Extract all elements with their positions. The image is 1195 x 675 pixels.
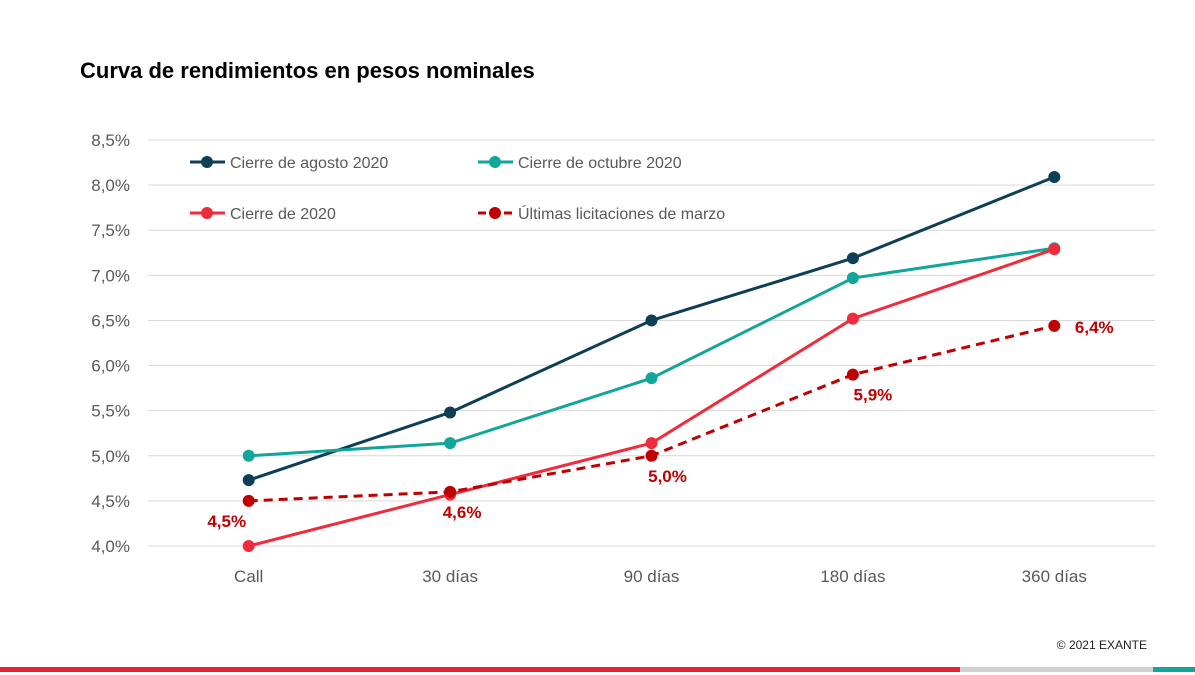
y-tick-label: 6,0% [91, 357, 130, 376]
data-point [242, 540, 255, 552]
y-tick-label: 5,5% [91, 402, 130, 421]
y-tick-label: 8,5% [91, 131, 130, 150]
y-tick-label: 8,0% [91, 176, 130, 195]
legend: Cierre de agosto 2020 Cierre de octubre 2… [190, 155, 725, 223]
legend-swatch-marker [201, 156, 213, 168]
data-point [645, 314, 658, 327]
y-tick-label: 7,5% [91, 221, 130, 240]
legend-label: Cierre de agosto 2020 [230, 155, 388, 172]
data-label: 4,6% [443, 503, 482, 522]
data-point [242, 449, 255, 462]
data-point [846, 312, 859, 325]
copyright-text: © 2021 EXANTE [1056, 638, 1147, 652]
series-line [248, 246, 1055, 458]
data-point [242, 474, 255, 487]
data-point [645, 437, 658, 450]
y-tick-label: 6,5% [91, 311, 130, 330]
data-point [444, 485, 457, 498]
y-axis-ticks: 4,0% 4,5% 5,0% 5,5% 6,0% 6,5% 7,0% 7,5% 8,0% 8,5% [91, 131, 130, 556]
data-point [846, 252, 859, 265]
data-point [1048, 319, 1061, 332]
data-point [645, 372, 658, 385]
x-tick-label: 360 días [1022, 567, 1087, 586]
x-tick-label: 180 días [820, 567, 885, 586]
series-line [248, 247, 1055, 548]
data-point [242, 494, 255, 507]
legend-swatch-marker [489, 156, 501, 168]
y-tick-label: 4,5% [91, 492, 130, 511]
y-tick-label: 4,0% [91, 537, 130, 556]
y-tick-label: 5,0% [91, 447, 130, 466]
legend-swatch-marker [201, 207, 213, 219]
x-tick-label: 90 días [624, 567, 680, 586]
legend-label: Cierre de 2020 [230, 206, 336, 223]
data-point [846, 368, 859, 381]
data-point [1048, 243, 1061, 256]
data-label: 5,9% [854, 386, 893, 405]
data-point [444, 406, 457, 419]
data-point [1048, 170, 1061, 183]
data-point [444, 437, 457, 450]
data-label: 6,4% [1075, 318, 1114, 337]
data-label: 5,0% [648, 467, 687, 486]
footer-bar-grey [960, 667, 1153, 672]
legend-swatch-marker [489, 207, 501, 219]
data-point [846, 272, 859, 285]
data-label: 4,5% [207, 512, 246, 531]
x-tick-label: Call [234, 567, 263, 586]
y-tick-label: 7,0% [91, 266, 130, 285]
x-axis-ticks: Call 30 días 90 días 180 días 360 días [234, 567, 1087, 586]
x-tick-label: 30 días [422, 567, 478, 586]
data-point [645, 449, 658, 462]
legend-label: Últimas licitaciones de marzo [518, 204, 725, 223]
chart-title: Curva de rendimientos en pesos nominales [80, 58, 535, 83]
legend-label: Cierre de octubre 2020 [518, 155, 682, 172]
series [242, 170, 1061, 552]
footer-bar-red [0, 667, 960, 672]
data-labels: 4,5% 4,6% 5,0% 5,9% 6,4% [207, 318, 1113, 531]
footer-bar-teal [1153, 667, 1195, 672]
